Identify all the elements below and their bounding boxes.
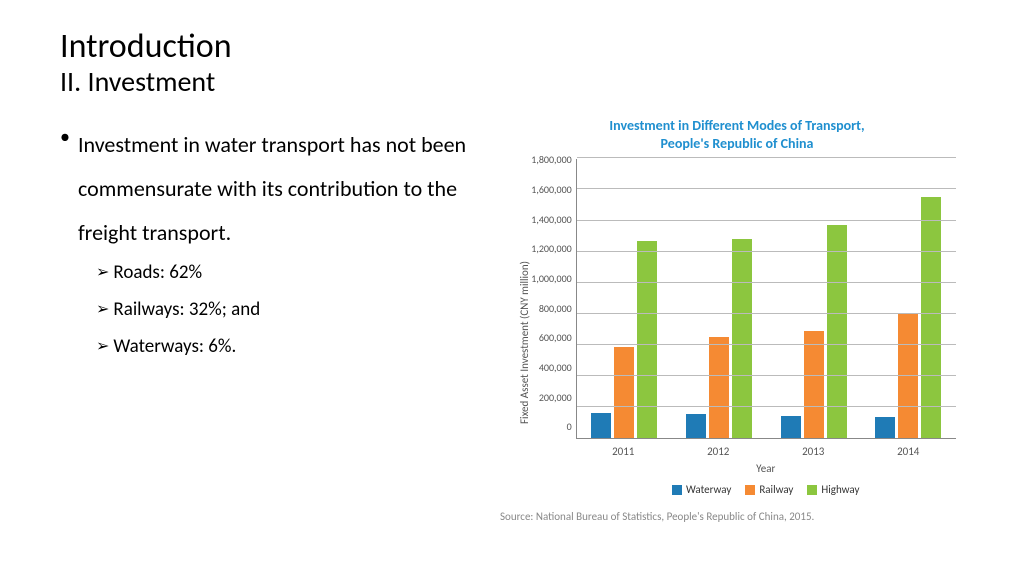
bar-railway [804,331,824,438]
gridline [577,188,956,189]
y-axis-ticks: 1,800,000 1,600,000 1,400,000 1,200,000 1,00… [531,153,575,433]
title-block: Introduction II. Investment [60,28,984,99]
chart-plot-area [576,159,956,439]
bar-railway [709,337,729,438]
chart-legend: Waterway Railway Highway [576,483,956,496]
text-column: • Investment in water transport has not … [60,117,470,556]
y-tick-label: 800,000 [539,302,572,315]
slide: Introduction II. Investment • Investment… [0,0,1024,576]
y-tick-label: 1,200,000 [531,242,571,255]
gridline [577,282,956,283]
sub-text: Waterways: 6%. [113,335,236,358]
source-text: Source: National Bureau of Statistics, P… [490,510,814,523]
arrow-icon: ➢ [96,336,109,356]
sub-item-roads: ➢ Roads: 62% [96,261,470,284]
bar-highway [732,239,752,438]
bullet-item: • Investment in water transport has not … [60,123,470,255]
gridline [577,344,956,345]
sub-text: Railways: 32%; and [113,298,260,321]
content-row: • Investment in water transport has not … [60,117,984,556]
bar-group [684,239,754,438]
sub-item-railways: ➢ Railways: 32%; and [96,298,470,321]
gridline [577,220,956,221]
legend-item-waterway: Waterway [672,483,731,496]
sub-item-waterways: ➢ Waterways: 6%. [96,335,470,358]
y-tick-label: 1,400,000 [531,213,571,226]
chart-wrap: Fixed Asset Investment (CNY million) 1,8… [518,159,955,496]
bar-groups [577,159,956,438]
bar-waterway [875,417,895,439]
bar-waterway [781,416,801,439]
y-tick-label: 0 [567,420,572,433]
x-axis-ticks: 2011 2012 2013 2014 [576,445,956,458]
bar-railway [614,347,634,439]
legend-item-railway: Railway [745,483,793,496]
page-title: Introduction [60,28,984,65]
chart-title-line1: Investment in Different Modes of Transpo… [609,117,864,134]
bar-waterway [591,413,611,438]
bar-group [873,197,943,438]
bar-group [589,241,659,439]
x-tick-label: 2011 [588,445,658,458]
gridline [577,313,956,314]
y-tick-label: 200,000 [539,391,572,404]
x-axis-label: Year [576,462,956,475]
page-subtitle: II. Investment [60,65,984,99]
x-tick-label: 2013 [778,445,848,458]
y-tick-label: 600,000 [539,331,572,344]
plot-col: 2011 2012 2013 2014 Year Waterway Railway Hig… [576,159,956,496]
sub-list: ➢ Roads: 62% ➢ Railways: 32%; and ➢ Wate… [96,261,470,358]
gridline [577,157,956,158]
legend-item-highway: Highway [807,483,859,496]
y-tick-label: 400,000 [539,361,572,374]
legend-swatch-icon [807,485,817,495]
gridline [577,375,956,376]
y-tick-label: 1,600,000 [531,183,571,196]
y-tick-label: 1,800,000 [531,153,571,166]
x-tick-label: 2014 [873,445,943,458]
bar-highway [921,197,941,438]
bullet-text: Investment in water transport has not be… [78,123,470,255]
legend-label: Waterway [686,483,731,496]
legend-label: Railway [759,483,793,496]
chart-column: Investment in Different Modes of Transpo… [490,117,984,556]
arrow-icon: ➢ [96,299,109,319]
y-tick-label: 1,000,000 [531,272,571,285]
chart-title-line2: People's Republic of China [661,135,814,152]
sub-text: Roads: 62% [113,261,202,284]
legend-swatch-icon [672,485,682,495]
legend-swatch-icon [745,485,755,495]
y-axis-label: Fixed Asset Investment (CNY million) [518,159,531,496]
x-tick-label: 2012 [683,445,753,458]
bar-waterway [686,414,706,438]
gridline [577,251,956,252]
chart-title: Investment in Different Modes of Transpo… [609,117,864,153]
bar-highway [637,241,657,439]
gridline [577,406,956,407]
legend-label: Highway [821,483,859,496]
arrow-icon: ➢ [96,262,109,282]
bullet-dot-icon: • [60,123,70,151]
